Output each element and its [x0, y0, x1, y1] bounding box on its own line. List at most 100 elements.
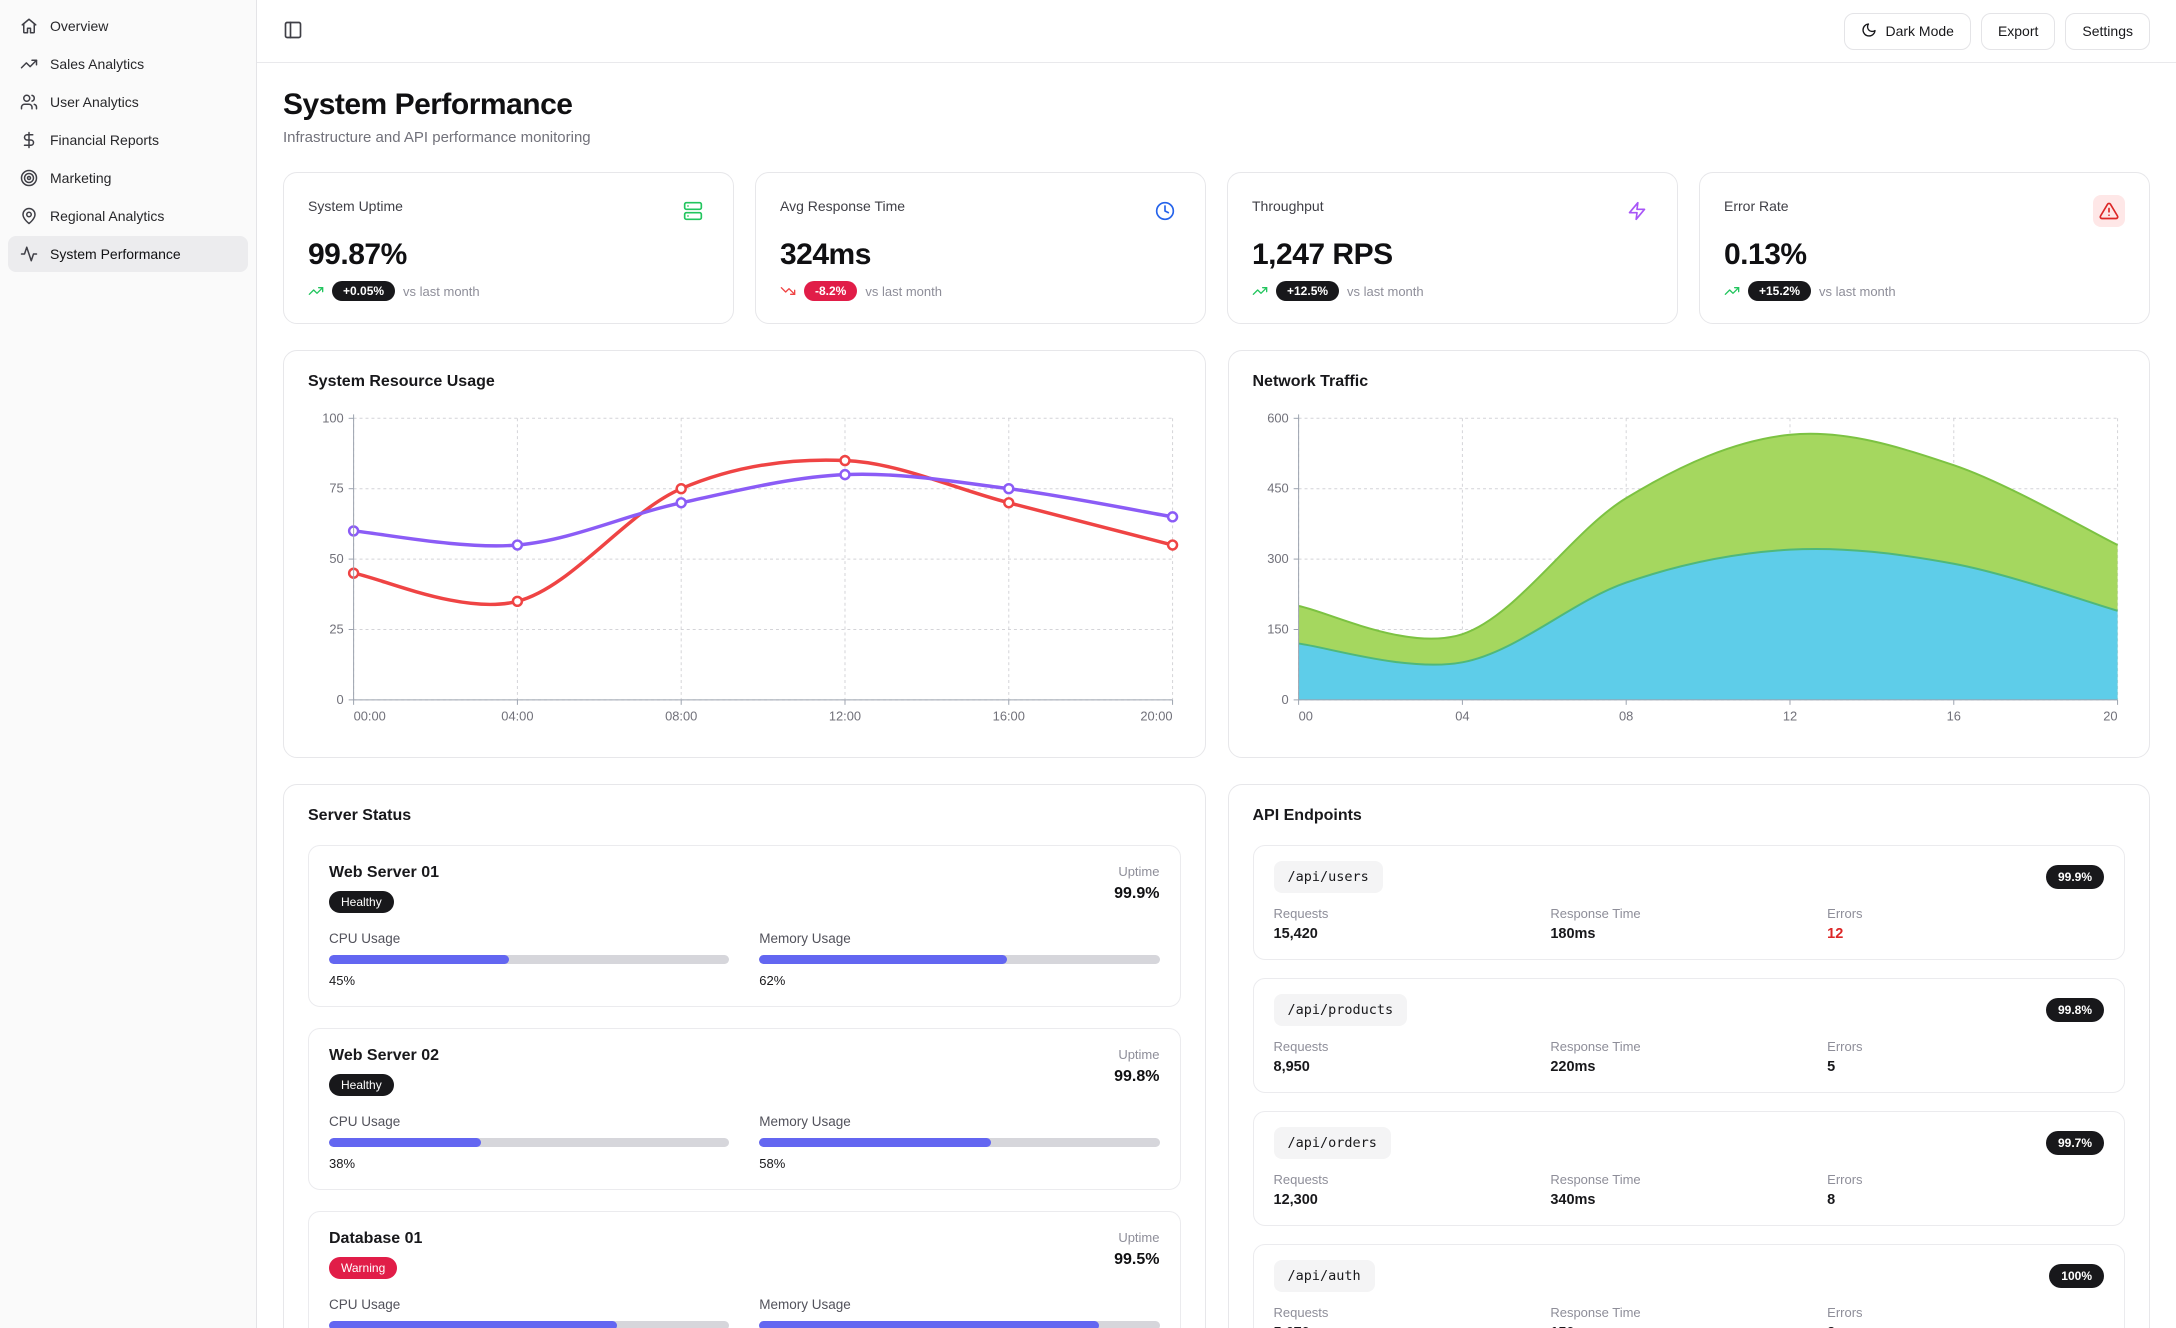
server-header: Web Server 01 Healthy Uptime 99.9%: [329, 864, 1160, 913]
endpoint-requests-value: 15,420: [1273, 926, 1318, 942]
endpoint-item-api-orders: /api/orders 99.7% Requests 12,300 Response T…: [1252, 1111, 2125, 1226]
memory-usage-percent: 62%: [759, 973, 786, 988]
server-uptime-block: Uptime 99.9%: [1114, 864, 1159, 903]
endpoint-success-badge: 99.7%: [2045, 1131, 2104, 1155]
endpoint-response-time-label: Response Time: [1550, 1039, 1641, 1054]
memory-usage-bar: [759, 1138, 1160, 1147]
endpoint-header: /api/users 99.9%: [1273, 861, 2104, 893]
endpoint-errors-label: Errors: [1827, 1172, 1863, 1187]
endpoint-response-time-label: Response Time: [1550, 906, 1641, 921]
endpoint-requests-value: 12,300: [1273, 1192, 1318, 1208]
endpoint-errors-value: 2: [1827, 1325, 2104, 1328]
kpi-card-throughput: Throughput 1,247 RPS +12.5% vs last month: [1227, 172, 1678, 324]
sidebar-item-financial-reports[interactable]: Financial Reports: [8, 122, 248, 158]
kpi-trend-row: +12.5% vs last month: [1252, 281, 1653, 301]
api-endpoints-card: API Endpoints /api/users 99.9% Requests 15,…: [1227, 784, 2150, 1328]
dark-mode-button[interactable]: Dark Mode: [1844, 12, 1971, 50]
cpu-metric: CPU Usage 38%: [329, 1114, 730, 1171]
trending-up-icon: [1724, 283, 1740, 299]
sidebar: Overview Sales Analytics User Analytics Fin…: [0, 0, 257, 1328]
server-item-database-01: Database 01 Warning Uptime 99.5% CPU Usage72…: [308, 1211, 1181, 1328]
svg-text:20: 20: [2103, 709, 2117, 724]
api-endpoints-title: API Endpoints: [1252, 807, 1362, 824]
endpoint-path-chip: /api/auth: [1273, 1260, 1375, 1292]
svg-text:04:00: 04:00: [501, 709, 533, 724]
svg-text:08: 08: [1619, 709, 1633, 724]
endpoint-errors-label: Errors: [1827, 906, 1863, 921]
svg-text:25: 25: [329, 621, 343, 636]
page-subtitle: Infrastructure and API performance monit…: [283, 129, 591, 146]
endpoint-stats: Requests 8,950 Response Time 220ms Errors 5: [1274, 1039, 2105, 1075]
map-pin-icon: [20, 207, 38, 225]
bottom-row: Server Status Web Server 01 Healthy Uptime…: [283, 784, 2150, 1328]
endpoint-errors-label: Errors: [1827, 1305, 1863, 1320]
network-traffic-title: Network Traffic: [1252, 373, 1369, 390]
sidebar-item-label: Marketing: [50, 170, 112, 186]
export-button[interactable]: Export: [1980, 12, 2056, 50]
endpoint-path-chip: /api/products: [1273, 994, 1408, 1026]
server-name: Web Server 01: [329, 864, 439, 881]
svg-text:300: 300: [1267, 551, 1288, 566]
memory-usage-label: Memory Usage: [759, 1114, 851, 1129]
server-name: Database 01: [329, 1230, 423, 1247]
svg-text:75: 75: [329, 481, 343, 496]
kpi-trend-row: +0.05% vs last month: [308, 281, 709, 301]
server-icon: [677, 195, 709, 227]
home-icon: [20, 17, 38, 35]
server-identity: Web Server 01 Healthy: [329, 864, 439, 913]
kpi-value: 1,247 RPS: [1252, 238, 1393, 271]
sidebar-item-user-analytics[interactable]: User Analytics: [8, 84, 248, 120]
sidebar-item-sales-analytics[interactable]: Sales Analytics: [8, 46, 248, 82]
endpoint-header: /api/auth 100%: [1273, 1260, 2104, 1292]
memory-usage-percent: 58%: [759, 1156, 786, 1171]
sidebar-item-system-performance[interactable]: System Performance: [8, 236, 248, 272]
sidebar-item-label: Financial Reports: [50, 132, 159, 148]
endpoint-path-chip: /api/users: [1273, 861, 1383, 893]
endpoint-header: /api/orders 99.7%: [1273, 1127, 2104, 1159]
svg-text:16:00: 16:00: [993, 709, 1025, 724]
settings-button[interactable]: Settings: [2065, 12, 2150, 50]
kpi-card-system-uptime: System Uptime 99.87% +0.05% vs last month: [283, 172, 734, 324]
cpu-usage-bar: [329, 955, 730, 964]
sidebar-item-label: User Analytics: [50, 94, 139, 110]
sidebar-item-marketing[interactable]: Marketing: [8, 160, 248, 196]
sidebar-item-regional-analytics[interactable]: Regional Analytics: [8, 198, 248, 234]
memory-metric: Memory Usage 62%: [759, 931, 1160, 988]
activity-icon: [20, 245, 38, 263]
sidebar-toggle-button[interactable]: [283, 20, 303, 43]
svg-text:12:00: 12:00: [829, 709, 861, 724]
svg-text:600: 600: [1267, 410, 1288, 425]
svg-text:50: 50: [329, 551, 343, 566]
endpoint-path-chip: /api/orders: [1273, 1127, 1391, 1159]
sidebar-item-overview[interactable]: Overview: [8, 8, 248, 44]
server-item-web-server-01: Web Server 01 Healthy Uptime 99.9% CPU Usage…: [308, 845, 1181, 1007]
server-item-web-server-02: Web Server 02 Healthy Uptime 99.8% CPU Usage…: [308, 1028, 1181, 1190]
kpi-value: 99.87%: [308, 238, 407, 271]
svg-text:00: 00: [1298, 709, 1312, 724]
server-header: Web Server 02 Healthy Uptime 99.8%: [329, 1047, 1160, 1096]
zap-icon: [1621, 195, 1653, 227]
server-uptime-block: Uptime 99.5%: [1114, 1230, 1159, 1269]
server-metrics: CPU Usage72% Memory Usage85%: [329, 1297, 1160, 1328]
users-icon: [20, 93, 38, 111]
kpi-delta-badge: -8.2%: [804, 281, 858, 301]
endpoint-errors: Errors 8: [1827, 1172, 2104, 1208]
memory-usage-bar: [759, 1321, 1160, 1328]
server-name: Web Server 02: [329, 1047, 439, 1064]
server-status-badge: Warning: [329, 1257, 398, 1279]
kpi-delta-badge: +12.5%: [1276, 281, 1340, 301]
endpoint-response-time-label: Response Time: [1550, 1172, 1641, 1187]
endpoint-response-time: Response Time 150ms: [1550, 1305, 1827, 1328]
kpi-card-avg-response-time: Avg Response Time 324ms -8.2% vs last month: [755, 172, 1206, 324]
endpoint-success-badge: 99.8%: [2045, 998, 2104, 1022]
charts-row: System Resource Usage 0 25 50 75 100 00:00 04:…: [283, 350, 2150, 758]
svg-text:04: 04: [1455, 709, 1469, 724]
cpu-usage-percent: 45%: [329, 973, 356, 988]
server-metrics: CPU Usage 38% Memory Usage 58%: [329, 1114, 1160, 1171]
endpoint-success-badge: 99.9%: [2045, 865, 2104, 889]
cpu-usage-percent: 38%: [329, 1156, 356, 1171]
sidebar-item-label: Sales Analytics: [50, 56, 145, 72]
endpoint-response-time: Response Time 340ms: [1550, 1172, 1827, 1208]
endpoint-errors-value: 5: [1827, 1059, 1836, 1075]
